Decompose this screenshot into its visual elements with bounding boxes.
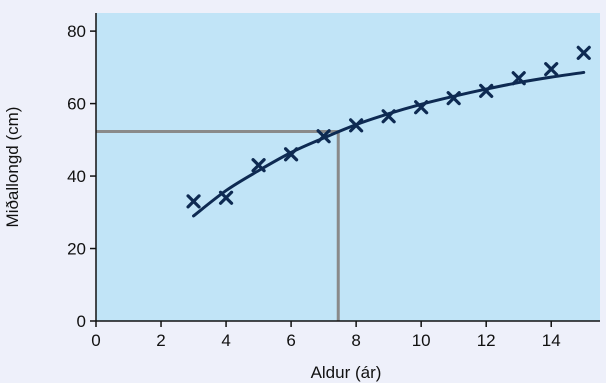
- y-tick-label: 0: [77, 312, 86, 331]
- fitted-curve: [192, 70, 586, 218]
- axes: 0 2 4 6 8 10 12 14 0 20 40 60 80: [67, 13, 600, 350]
- x-marker-stroke: [251, 158, 266, 173]
- y-tick-label: 40: [67, 167, 86, 186]
- x-marker-stroke: [576, 45, 591, 60]
- data-point-x-marker: [446, 91, 461, 106]
- x-tick-label: 8: [351, 331, 360, 350]
- x-marker-stroke: [218, 190, 234, 205]
- y-tick-label: 60: [67, 95, 86, 114]
- x-marker-stroke: [511, 71, 526, 86]
- x-marker-stroke: [414, 100, 429, 115]
- x-tick-label: 4: [221, 331, 230, 350]
- x-marker-stroke: [186, 194, 201, 209]
- x-tick-label: 6: [286, 331, 295, 350]
- x-marker-stroke: [349, 118, 364, 133]
- y-axis-title: Miðallongd (cm): [3, 107, 22, 228]
- data-point-x-marker: [544, 62, 559, 77]
- data-point-x-marker: [414, 100, 429, 115]
- x-tick-label: 12: [477, 331, 496, 350]
- data-point-x-marker: [283, 147, 299, 162]
- data-point-x-marker: [511, 71, 526, 86]
- data-point-x-marker: [218, 190, 234, 205]
- data-point-x-marker: [349, 118, 364, 133]
- reference-lines: [96, 129, 340, 321]
- x-marker-stroke: [283, 147, 299, 162]
- x-axis-title: Aldur (ár): [311, 363, 382, 382]
- data-point-x-marker: [576, 45, 591, 60]
- y-tick-label: 20: [67, 240, 86, 259]
- x-marker-stroke: [479, 83, 494, 99]
- data-point-x-marker: [186, 194, 201, 209]
- x-marker-stroke: [316, 129, 331, 144]
- x-tick-label: 14: [542, 331, 561, 350]
- x-marker-stroke: [446, 91, 461, 106]
- data-point-x-marker: [479, 83, 494, 99]
- x-marker-stroke: [544, 62, 559, 77]
- data-point-x-marker: [316, 129, 331, 144]
- data-markers: [186, 45, 591, 209]
- x-tick-label: 2: [156, 331, 165, 350]
- x-marker-stroke: [381, 109, 396, 124]
- data-point-x-marker: [251, 158, 266, 173]
- y-tick-label: 80: [67, 22, 86, 41]
- data-point-x-marker: [381, 109, 396, 124]
- x-tick-label: 10: [412, 331, 431, 350]
- plot-area: [96, 13, 600, 321]
- x-tick-label: 0: [91, 331, 100, 350]
